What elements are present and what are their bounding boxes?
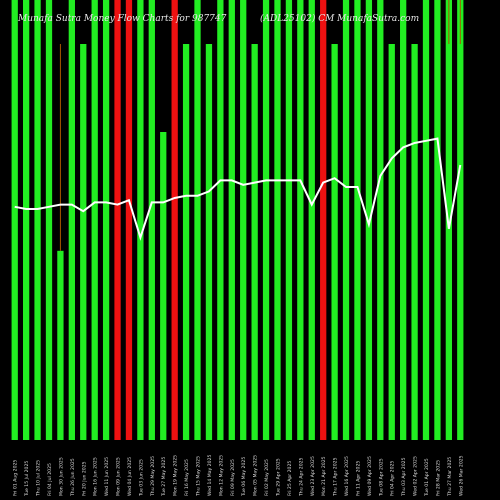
x-tick-label: Fri 16 May 2025 (184, 459, 190, 496)
bar-26 (308, 0, 315, 440)
bar-25 (297, 0, 304, 440)
x-tick-label: Thu 17 Apr 2025 (333, 457, 339, 497)
x-tick-label: Fri 20 Jun 2025 (81, 461, 87, 496)
bar-35 (411, 44, 418, 440)
x-tick-label: Mon 12 May 2025 (218, 455, 224, 496)
bar-37 (434, 0, 441, 440)
bar-9 (114, 0, 121, 440)
bar-19 (228, 0, 235, 440)
x-tick-label: Tue 06 May 2025 (241, 457, 247, 497)
x-tick-label: Mon 30 Jun 2025 (58, 457, 64, 496)
bar-3 (45, 0, 53, 440)
bar-28 (331, 44, 338, 440)
bar-8 (102, 0, 110, 440)
x-tick-label: Mon 21 Apr 2025 (321, 456, 327, 496)
x-tick-label: Tue 01 Apr 2025 (424, 458, 430, 497)
x-tick-label: Wed 11 Jun 2025 (104, 457, 110, 496)
x-tick-label: Thu 27 Mar 2025 (447, 457, 453, 497)
bar-29 (342, 0, 350, 440)
bar-6 (80, 44, 87, 440)
x-tick-label: Thu 03 Apr 2025 (401, 457, 407, 497)
chart-title-right: (ADL25102) CM MunafaSutra.com (260, 14, 420, 24)
x-tick-label: Thu 15 May 2025 (196, 456, 202, 497)
bar-24 (285, 0, 293, 440)
x-tick-label: Fri 28 Mar 2025 (435, 460, 441, 496)
bar-32 (377, 0, 384, 440)
bar-13 (160, 132, 167, 440)
x-axis-labels: Fri 01 Aug 2025 Tue 15 Jul 2025 Thu 10 Jul… (13, 454, 465, 497)
bar-33 (388, 44, 395, 440)
x-tick-label: Fri 01 Aug 2025 (13, 460, 19, 496)
bar-16 (194, 0, 201, 440)
x-tick-label: Fri 25 Apr 2025 (287, 461, 293, 496)
x-tick-label: Wed 02 Apr 2025 (413, 456, 419, 496)
bar-1 (23, 0, 30, 440)
bar-17 (205, 44, 213, 440)
bar-5 (68, 0, 75, 440)
x-tick-label: Wed 16 Apr 2025 (344, 456, 350, 496)
x-tick-label: Tue 15 Jul 2025 (24, 461, 30, 497)
x-tick-label: Mon 19 May 2025 (173, 455, 179, 496)
bar-34 (400, 0, 407, 440)
bar-7 (91, 0, 98, 440)
x-tick-label: Wed 04 Jun 2025 (127, 457, 133, 496)
x-tick-label: Tue 08 Apr 2025 (378, 458, 384, 497)
x-tick-label: Mon 09 Jun 2025 (116, 457, 122, 496)
chart-title-left: Munafa Sutra Money Flow Charts for 98774… (18, 14, 227, 24)
money-flow-line (14, 137, 462, 241)
bar-36 (422, 0, 430, 440)
bar-4 (57, 250, 64, 440)
x-tick-label: Tue 03 Jun 2025 (138, 459, 144, 497)
x-tick-label: Wed 09 Apr 2025 (367, 456, 373, 496)
bar-23 (274, 0, 281, 440)
bar-14 (171, 0, 178, 440)
bar-31 (365, 0, 373, 440)
bars-layer (11, 0, 464, 440)
bar-39 (457, 0, 464, 440)
x-tick-label: Fri 02 May 2025 (264, 459, 270, 496)
x-tick-label: Mon 05 May 2025 (253, 455, 259, 496)
bar-30 (354, 0, 361, 440)
bar-18 (217, 0, 224, 440)
bar-27 (320, 0, 327, 440)
bar-20 (240, 0, 247, 440)
bar-0 (11, 0, 18, 440)
bar-12 (148, 0, 155, 440)
x-tick-label: Fri 11 Apr 2025 (355, 461, 361, 496)
x-tick-label: Wed 26 Mar 2025 (458, 455, 464, 496)
x-tick-label: Thu 24 Apr 2025 (298, 457, 304, 497)
x-tick-label: Tue 27 May 2025 (161, 457, 167, 497)
x-tick-label: Wed 14 May 2025 (207, 454, 213, 496)
x-tick-label: Tue 29 Apr 2025 (275, 458, 281, 497)
bar-38 (445, 0, 452, 440)
x-tick-label: Wed 23 Apr 2025 (310, 456, 316, 496)
wicks-layer (59, 0, 461, 251)
x-tick-label: Fri 04 Jul 2025 (47, 463, 53, 496)
bar-2 (34, 0, 41, 440)
x-tick-label: Thu 26 Jun 2025 (70, 458, 76, 497)
bar-21 (251, 44, 258, 440)
x-tick-label: Mon 16 Jun 2025 (93, 457, 99, 496)
bar-22 (262, 0, 270, 440)
x-tick-label: Thu 29 May 2025 (150, 456, 156, 497)
bar-11 (137, 0, 144, 440)
x-tick-label: Thu 10 Jul 2025 (36, 460, 42, 497)
bar-10 (125, 0, 133, 440)
bar-15 (182, 44, 190, 440)
x-tick-label: Fri 09 May 2025 (230, 459, 236, 496)
x-tick-label: Fri 04 Apr 2025 (390, 461, 396, 496)
